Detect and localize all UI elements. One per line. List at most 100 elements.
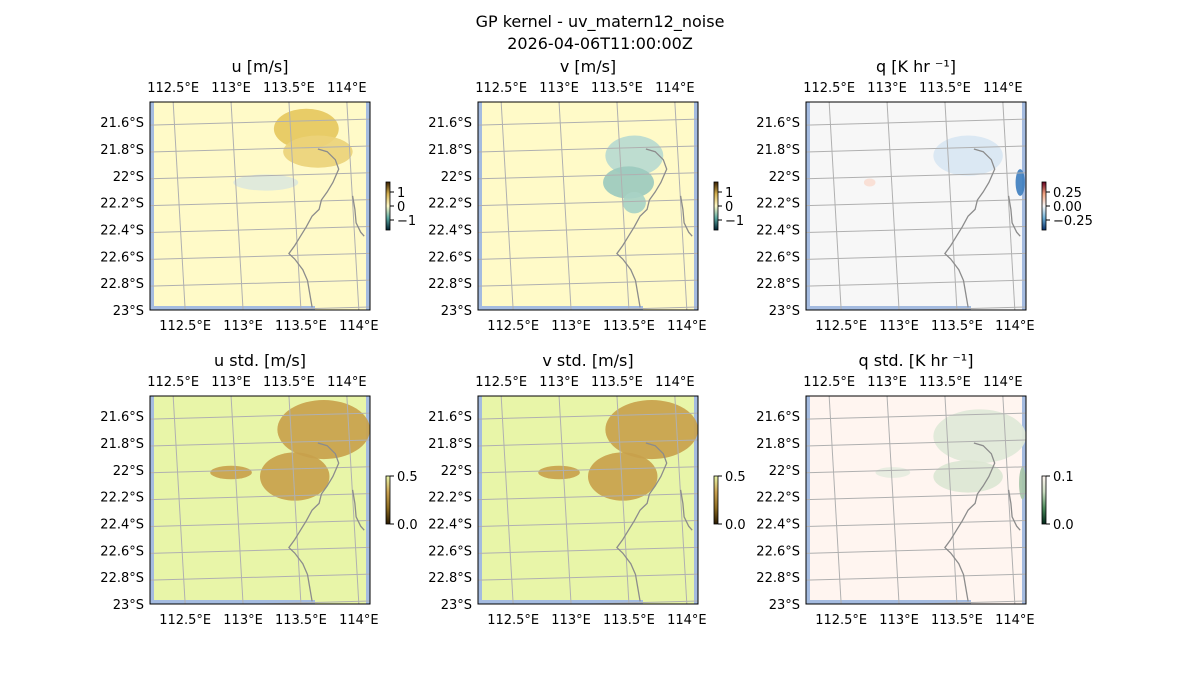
field-anomaly-3: [1019, 467, 1026, 500]
x-tick-label-bottom: 113°E: [551, 319, 591, 334]
gridline-lat: [806, 573, 1026, 581]
map-area: [806, 102, 1026, 310]
y-tick-label: 22.2°S: [756, 491, 800, 506]
island-coastline: [351, 489, 365, 531]
gridline-lat: [478, 573, 698, 581]
x-tick-label-bottom: 112.5°E: [487, 319, 539, 334]
gridline-lon: [944, 396, 958, 604]
y-tick-label: 22.6°S: [756, 544, 800, 559]
colorbar-tick-label: 0.1: [1053, 470, 1074, 485]
field-anomaly-1: [1015, 169, 1025, 196]
gridline-lon: [944, 102, 958, 310]
ocean-edge-bottom: [150, 306, 315, 310]
y-tick-label: 22.8°S: [428, 571, 472, 586]
map-frame: [149, 395, 371, 605]
gridline-lat: [806, 466, 1026, 474]
gridline-lon: [172, 102, 186, 310]
gridline-lat: [478, 493, 698, 501]
x-tick-label-bottom: 114°E: [339, 319, 379, 334]
y-tick-label: 22.4°S: [100, 517, 144, 532]
panel-title: u std. [m/s]: [214, 351, 306, 370]
gridline-lat: [478, 145, 698, 153]
panel-title: v [m/s]: [560, 57, 616, 76]
y-tick-label: 21.8°S: [428, 437, 472, 452]
gridline-lat: [478, 225, 698, 233]
y-tick-label: 21.6°S: [756, 116, 800, 131]
island-coastline: [1007, 489, 1021, 531]
field-background: [478, 102, 698, 310]
field-anomaly-2: [875, 467, 911, 478]
map-area: [150, 102, 370, 310]
y-tick-label: 22.6°S: [100, 250, 144, 265]
y-tick-label: 22.6°S: [100, 544, 144, 559]
x-tick-label-top: 113.5°E: [919, 81, 971, 96]
map-frame: [805, 395, 1027, 605]
coastline: [944, 148, 996, 308]
island-coastline: [351, 195, 365, 237]
gridline-lat: [478, 439, 698, 447]
ocean-edge-bottom: [150, 600, 315, 604]
map-area: [806, 396, 1026, 604]
gridline-lat: [806, 493, 1026, 501]
y-tick-label: 23°S: [113, 598, 144, 613]
gridline-lon: [230, 102, 244, 310]
x-tick-label-bottom: 114°E: [667, 319, 707, 334]
colorbar-tick-label: 0.0: [397, 518, 418, 533]
island-coastline: [679, 489, 693, 531]
coastline: [616, 442, 668, 602]
coastline: [944, 442, 996, 602]
y-tick-label: 21.8°S: [428, 143, 472, 158]
y-tick-label: 22.4°S: [428, 223, 472, 238]
x-tick-label-bottom: 113°E: [223, 613, 263, 628]
x-tick-label-bottom: 113.5°E: [931, 319, 983, 334]
x-tick-label-top: 114°E: [983, 375, 1023, 390]
y-tick-label: 21.8°S: [100, 437, 144, 452]
gridline-lat: [150, 252, 370, 260]
gridline-lat: [478, 172, 698, 180]
map-frame: [149, 101, 371, 311]
panel-title: v std. [m/s]: [542, 351, 633, 370]
x-tick-label-top: 112.5°E: [475, 81, 527, 96]
ocean-edge-right: [694, 396, 698, 604]
map-panel-q: q [K hr ⁻¹] 112.5°E 112.5°E 113°E 113°E 113.5…: [756, 57, 1093, 334]
map-panel-u: u [m/s]112.5°E112.5°E113°E113°E113.5°E11…: [100, 57, 416, 334]
gridline-lat: [150, 118, 370, 126]
x-tick-label-top: 114°E: [983, 81, 1023, 96]
map-panel-u_std: u std. [m/s] 112.5°E 112.5°E 113°E 113°E 113.…: [100, 351, 417, 628]
x-tick-label-top: 112.5°E: [475, 375, 527, 390]
y-tick-label: 21.6°S: [428, 410, 472, 425]
x-tick-label-top: 113.5°E: [591, 81, 643, 96]
y-tick-label: 22.6°S: [428, 250, 472, 265]
colorbar: [713, 181, 719, 231]
gridline-lat: [478, 118, 698, 126]
ocean-edge-right: [366, 396, 370, 604]
field-anomaly-2: [863, 178, 876, 187]
colorbar-tick-label: 0.0: [1053, 518, 1074, 533]
x-tick-label-bottom: 113.5°E: [603, 319, 655, 334]
ocean-edge-right: [694, 102, 698, 310]
field-anomaly-2: [233, 174, 299, 191]
gridline-lat: [806, 199, 1026, 207]
gridline-lon: [886, 396, 900, 604]
x-tick-label-bottom: 112.5°E: [159, 613, 211, 628]
colorbar-tick-label: 0: [397, 200, 405, 215]
gridline-lat: [150, 199, 370, 207]
x-tick-label-top: 114°E: [327, 81, 367, 96]
x-tick-label-top: 112.5°E: [147, 375, 199, 390]
colorbar-tick-label: 1: [725, 186, 733, 201]
y-tick-label: 21.6°S: [428, 116, 472, 131]
field-anomaly-2: [538, 465, 580, 480]
gridline-lat: [897, 600, 1026, 604]
y-tick-label: 22.2°S: [100, 491, 144, 506]
colorbar: [385, 181, 391, 231]
x-tick-label-bottom: 114°E: [667, 613, 707, 628]
field-anomaly-1: [588, 452, 658, 501]
y-tick-label: 22°S: [441, 464, 472, 479]
gridline-lon: [172, 396, 186, 604]
gridline-lon: [346, 102, 360, 310]
gridline-lat: [806, 172, 1026, 180]
x-tick-label-top: 112.5°E: [147, 81, 199, 96]
x-tick-label-bottom: 113.5°E: [275, 319, 327, 334]
gridline-lon: [616, 396, 630, 604]
